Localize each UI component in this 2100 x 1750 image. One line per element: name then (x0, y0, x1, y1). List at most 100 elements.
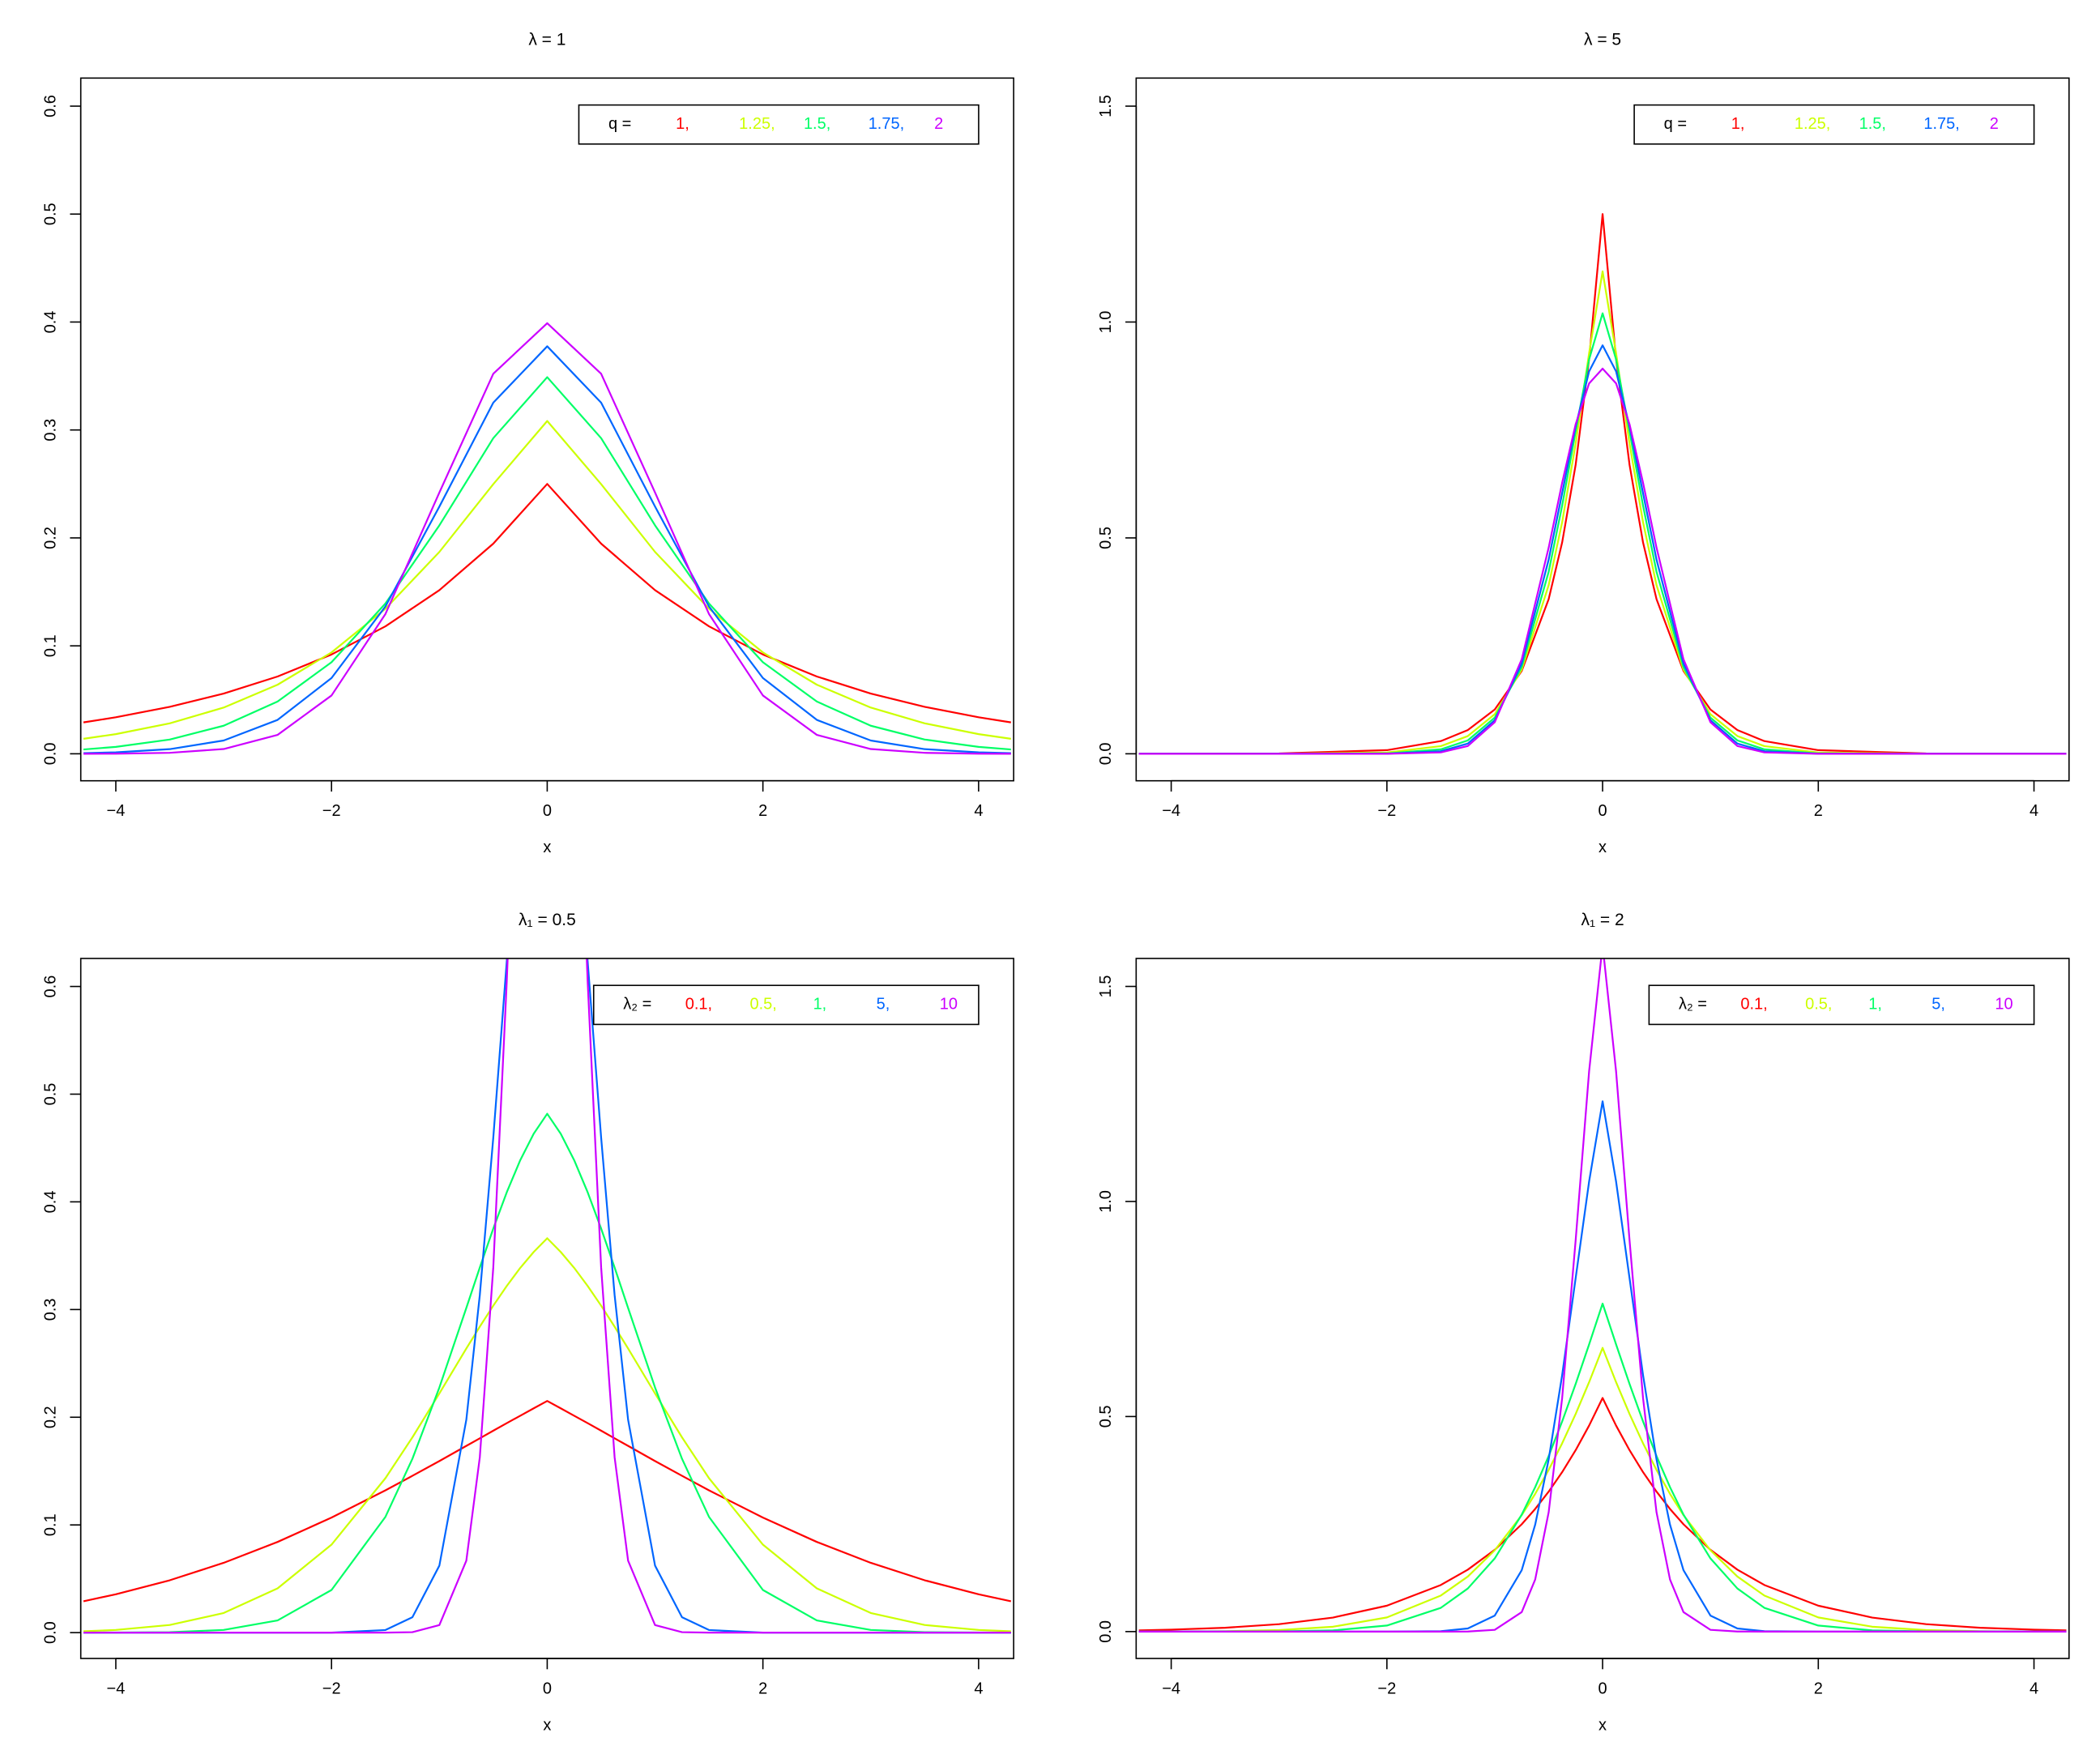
legend-title: q = (608, 115, 631, 133)
plot-frame (1135, 77, 2070, 782)
legend-entry: 0.1, (1740, 996, 1767, 1014)
y-tick-label: 0.2 (41, 1406, 59, 1428)
chart-title: λ = 1 (528, 30, 566, 49)
plot-frame (1135, 958, 2070, 1659)
curve (83, 958, 1011, 1634)
x-tick-label: 0 (1598, 802, 1607, 820)
x-tick-label: −4 (107, 1680, 126, 1698)
x-tick-label: 0 (543, 802, 552, 820)
curve (83, 1112, 1011, 1634)
legend-entry: 1.75, (869, 115, 904, 133)
y-tick-label: 1.0 (1097, 1190, 1115, 1213)
curve (1138, 1397, 2067, 1632)
legend-title: λ₂ = (1679, 996, 1707, 1014)
x-tick-label: −2 (322, 1680, 341, 1698)
x-tick-label: −4 (107, 802, 126, 820)
y-tick-label: 0.5 (1097, 527, 1115, 549)
legend-box (1648, 984, 2035, 1026)
legend-entry: 1, (1868, 996, 1882, 1014)
legend-entry: 1.5, (804, 115, 830, 133)
curve (83, 483, 1011, 723)
y-tick-label: 0.3 (41, 419, 59, 442)
plot-area (1138, 958, 2067, 1633)
x-tick-label: 2 (758, 1680, 767, 1698)
plot-area (1138, 213, 2067, 755)
y-tick-label: 0.1 (41, 1513, 59, 1536)
legend-entry: 0.5, (1805, 996, 1832, 1014)
legend-entry: 5, (1931, 996, 1945, 1014)
y-tick-label: 1.5 (1097, 95, 1115, 117)
legend-entry: 1.25, (739, 115, 775, 133)
x-tick-label: 4 (2030, 802, 2038, 820)
y-tick-label: 0.5 (41, 203, 59, 225)
curve (83, 1400, 1012, 1603)
curve (1138, 213, 2067, 755)
chart-title: λ₁ = 0.5 (519, 911, 576, 929)
y-tick-label: 0.3 (41, 1298, 59, 1321)
curve (1138, 1100, 2067, 1633)
curve (83, 420, 1011, 740)
curve (1138, 1347, 2067, 1633)
curve (83, 376, 1011, 751)
x-tick-label: 2 (1814, 802, 1823, 820)
legend-entry: 1.75, (1923, 115, 1959, 133)
y-tick-label: 0.0 (41, 742, 59, 765)
legend: λ₂ = 0.1, 0.5, 1, 5, 10 (592, 984, 980, 1026)
x-tick-label: −2 (1377, 1680, 1396, 1698)
curve (83, 958, 1011, 1634)
chart-title: λ₁ = 2 (1581, 911, 1624, 929)
x-axis-label: x (543, 1716, 551, 1734)
x-axis-label: x (543, 839, 551, 856)
x-tick-label: 4 (974, 802, 983, 820)
curve (83, 345, 1011, 754)
legend-entry: 1, (676, 115, 689, 133)
legend-entry: 1, (1731, 115, 1745, 133)
legend-entry: 1.25, (1795, 115, 1830, 133)
y-tick-label: 0.6 (41, 95, 59, 117)
x-tick-label: −2 (1377, 802, 1396, 820)
y-tick-label: 0.2 (41, 527, 59, 549)
legend: λ₂ = 0.1, 0.5, 1, 5, 10 (1648, 984, 2035, 1026)
x-tick-label: 0 (1598, 1680, 1607, 1698)
x-tick-label: 4 (974, 1680, 983, 1698)
y-tick-label: 0.5 (41, 1083, 59, 1106)
x-tick-label: −2 (322, 802, 341, 820)
y-tick-label: 1.0 (1097, 311, 1115, 334)
curve (1138, 1302, 2067, 1633)
x-tick-label: 4 (2030, 1680, 2038, 1698)
legend-entry: 1, (813, 996, 827, 1014)
legend-title: λ₂ = (623, 996, 651, 1014)
curve (1138, 344, 2067, 755)
x-axis-label: x (1598, 839, 1607, 856)
legend-box (578, 104, 980, 145)
x-tick-label: 2 (1814, 1680, 1823, 1698)
curve (83, 322, 1011, 755)
x-tick-label: 0 (543, 1680, 552, 1698)
legend-entry: 10 (940, 996, 958, 1014)
x-tick-label: 2 (758, 802, 767, 820)
x-tick-label: −4 (1162, 1680, 1180, 1698)
curve (1138, 270, 2067, 755)
legend: q = 1, 1.25, 1.5, 1.75, 2 (1633, 104, 2035, 145)
legend-entry: 0.5, (749, 996, 776, 1014)
y-tick-label: 0.1 (41, 634, 59, 657)
y-tick-label: 0.0 (1097, 742, 1115, 765)
curve (1138, 367, 2067, 755)
plot-area (83, 322, 1011, 755)
legend-entry: 1.5, (1859, 115, 1886, 133)
curve (83, 1237, 1011, 1633)
y-tick-label: 0.0 (41, 1621, 59, 1644)
legend-title: q = (1664, 115, 1687, 133)
panel: λ₁ = 0.5 −4 −2 0 2 4 0.0 0.1 0.2 0.3 0.4 0.5 0.6 x λ₂ … (41, 911, 1014, 1734)
legend-entry: 2 (934, 115, 943, 133)
legend: q = 1, 1.25, 1.5, 1.75, 2 (578, 104, 980, 145)
legend-entry: 0.1, (685, 996, 712, 1014)
panel: λ = 1 −4 −2 0 2 4 0.0 0.1 0.2 0.3 0.4 0.5 0.6 x q = 1, 1… (41, 30, 1014, 856)
legend-entry: 5, (877, 996, 890, 1014)
plot-frame (79, 958, 1014, 1659)
curve (1138, 312, 2067, 755)
chart-title: λ = 5 (1584, 30, 1621, 49)
panel: λ₁ = 2 −4 −2 0 2 4 0.0 0.5 1.0 1.5 x λ₂ = 0.1, 0.5, 1,… (1097, 911, 2070, 1734)
